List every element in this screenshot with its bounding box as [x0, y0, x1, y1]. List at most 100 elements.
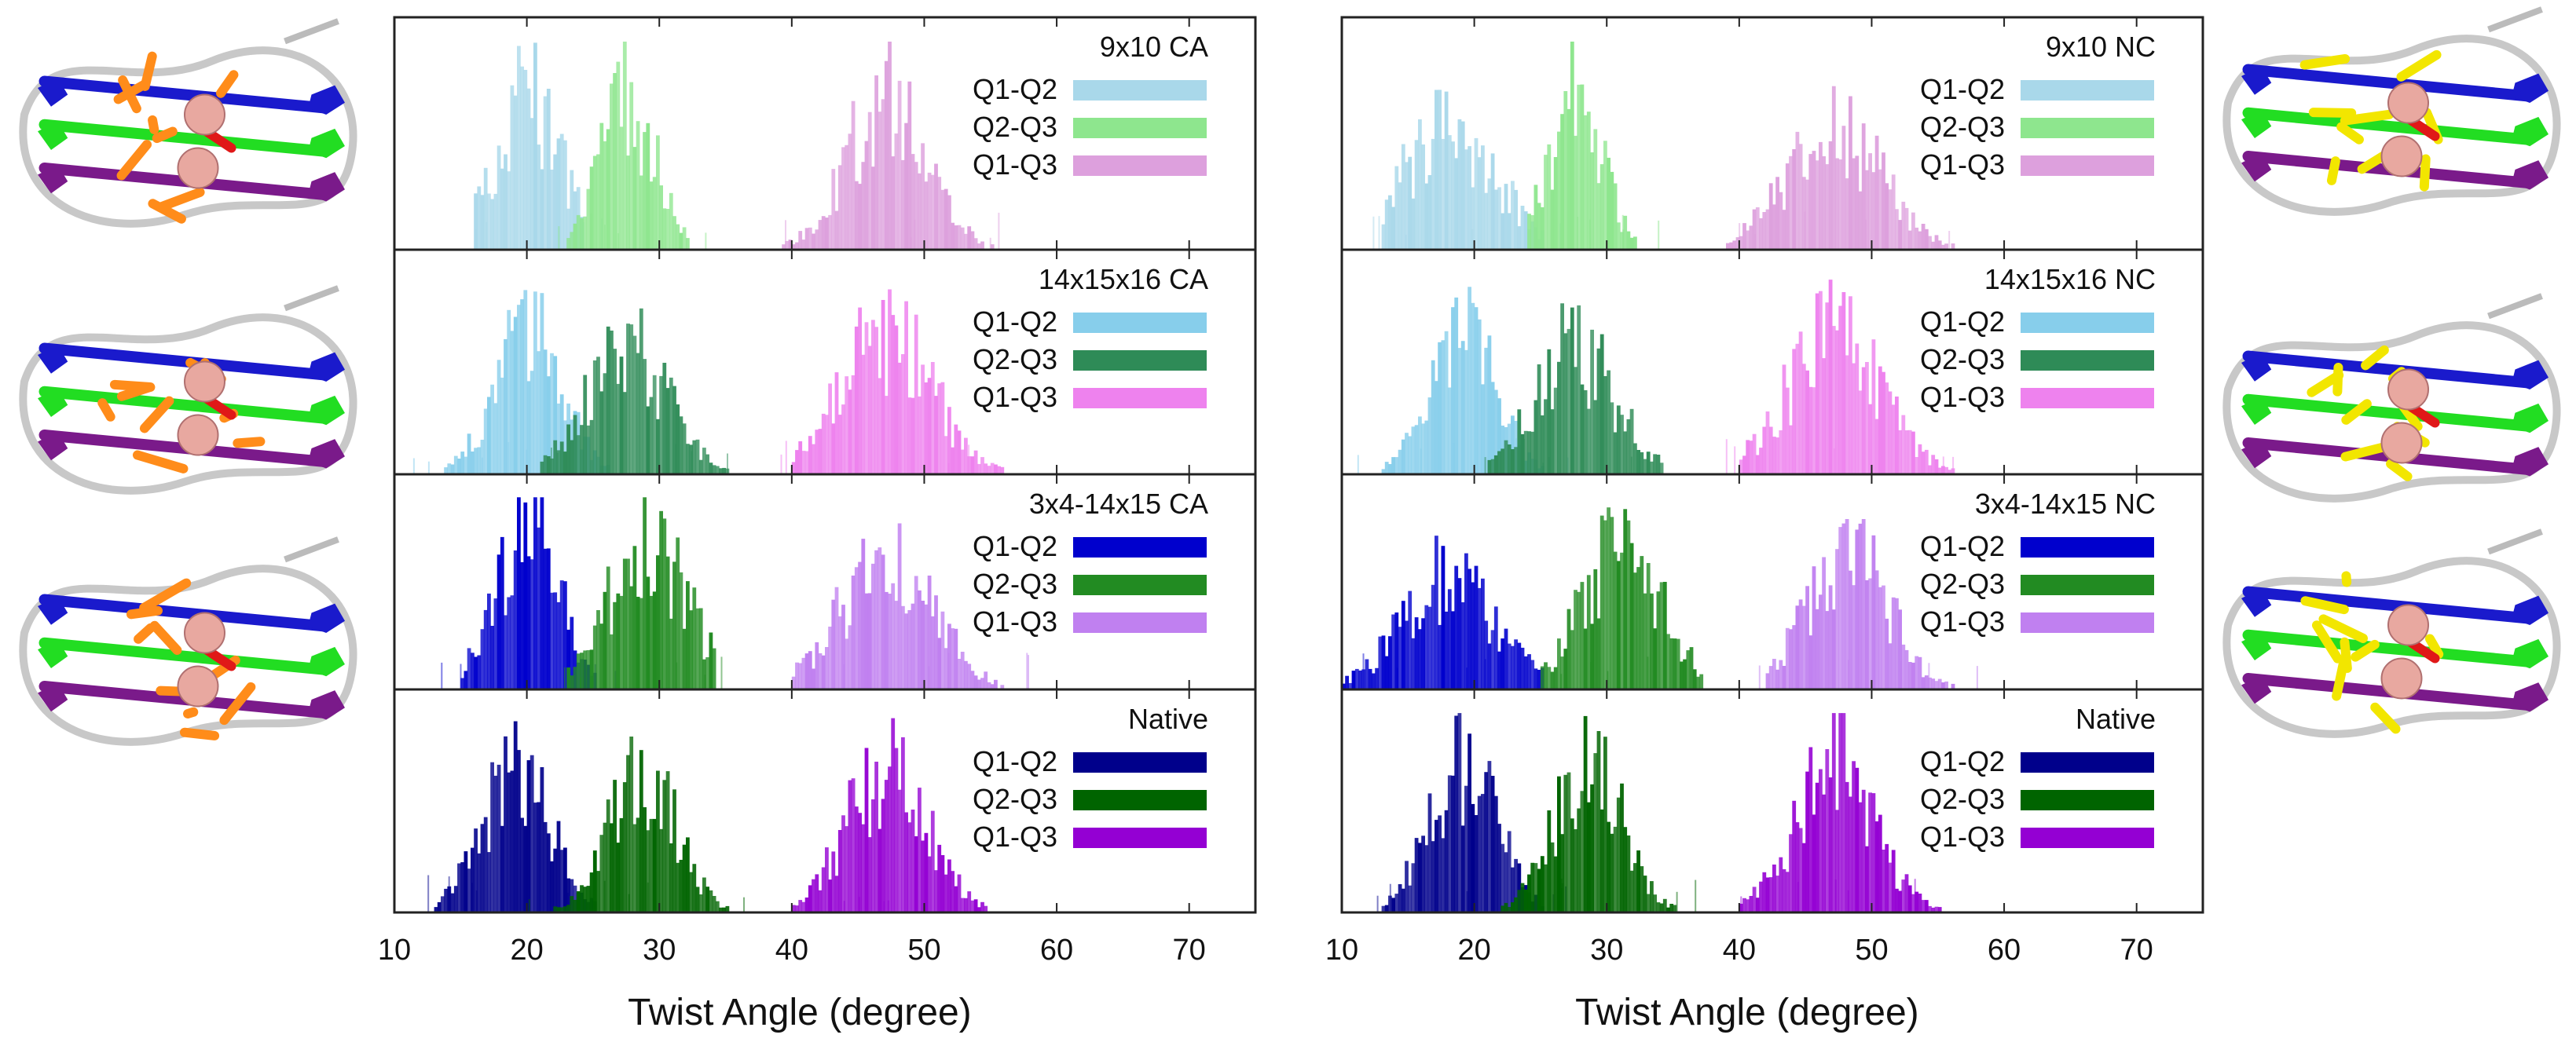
histogram-bar — [559, 394, 564, 474]
histogram-bar — [646, 122, 650, 250]
histogram-bar — [695, 887, 700, 912]
histogram-bar — [1924, 229, 1929, 250]
histogram-bar — [1835, 158, 1839, 250]
histogram-bar — [841, 815, 845, 912]
legend-swatch — [2021, 155, 2154, 176]
histogram-bar — [619, 356, 624, 474]
histogram-bar — [1765, 209, 1770, 250]
histogram-bar — [1580, 84, 1585, 250]
histogram-bar — [1795, 131, 1800, 250]
histogram-bar — [629, 586, 634, 689]
legend-label: Q1-Q2 — [973, 305, 1057, 338]
histogram-bar — [576, 653, 581, 689]
histogram-bar — [1779, 857, 1783, 912]
panel-title: 3x4-14x15 CA — [1029, 488, 1208, 520]
histogram-bar — [821, 867, 826, 912]
histogram-bar — [698, 608, 703, 689]
histogram-bar — [914, 314, 918, 474]
legend-swatch — [2021, 80, 2154, 101]
histogram-bar — [1852, 585, 1856, 689]
histogram-bar — [1493, 455, 1498, 474]
histogram-bar — [851, 576, 856, 689]
panel-title: Native — [2076, 703, 2156, 735]
histogram-bar — [1517, 890, 1522, 912]
molecular-structures — [19, 6, 2561, 746]
histogram-bar — [1457, 578, 1462, 689]
histogram-bar — [1726, 243, 1730, 250]
histogram-bar — [722, 467, 727, 474]
histogram-bar — [1944, 681, 1948, 689]
histogram-outlier — [1466, 667, 1468, 689]
histogram-bar — [1915, 457, 1919, 474]
histogram-bar — [1640, 452, 1644, 474]
histogram-bar — [1805, 771, 1809, 912]
histogram-bar — [821, 413, 826, 474]
histogram-bar — [1501, 843, 1505, 912]
legend-swatch — [1073, 537, 1207, 558]
histogram-bar — [944, 648, 948, 689]
histogram-bar — [643, 132, 647, 250]
x-tick-label: 20 — [1457, 934, 1490, 967]
histogram-bar — [616, 383, 621, 474]
histogram-outlier — [528, 899, 530, 912]
histogram-bar — [1468, 569, 1471, 689]
histogram-bar — [1885, 618, 1889, 689]
histogram-bar — [1782, 364, 1786, 474]
legend-swatch — [1073, 828, 1207, 848]
histogram-bar — [1557, 131, 1561, 250]
histogram-bar — [1944, 466, 1948, 474]
histogram-bar — [1822, 156, 1826, 250]
histogram-bar — [570, 232, 574, 250]
histogram-bar — [1779, 430, 1783, 474]
histogram-bar — [1451, 307, 1455, 474]
histogram-bar — [1855, 767, 1860, 912]
histogram-bar — [1590, 329, 1594, 474]
histogram-bar — [573, 667, 577, 689]
histogram-bar — [474, 448, 478, 474]
histogram-bar — [1342, 683, 1346, 689]
x-tick-label: 10 — [1325, 934, 1358, 967]
histogram-bar — [1828, 777, 1833, 912]
histogram-bar — [523, 502, 528, 689]
histogram-bar — [715, 466, 720, 474]
histogram-bar — [1808, 635, 1813, 689]
histogram-bar — [1768, 426, 1773, 474]
histogram-outlier — [704, 675, 706, 689]
histogram-bar — [686, 581, 690, 689]
histogram-bar — [1593, 129, 1598, 250]
histogram-bar — [1636, 450, 1640, 474]
legend-label: Q2-Q3 — [973, 343, 1057, 375]
histogram-outlier — [843, 901, 845, 912]
legend: 3x4-14x15 NC Q1-Q2 Q2-Q3 Q1-Q3 — [1920, 488, 2156, 638]
histogram-bar — [441, 896, 445, 912]
histogram-bar — [1408, 436, 1413, 474]
histogram-bar — [543, 821, 548, 912]
histogram-bar — [1755, 455, 1760, 474]
legend-swatch — [1073, 80, 1207, 101]
histogram-bar — [1662, 582, 1667, 689]
legend-label: Q1-Q3 — [973, 381, 1057, 413]
histogram-bar — [1841, 523, 1846, 689]
histogram-bar — [1835, 549, 1839, 689]
histogram-bar — [1570, 818, 1574, 912]
histogram-bar — [1928, 465, 1932, 474]
histogram-outlier — [617, 233, 619, 250]
histogram-bar — [901, 737, 905, 912]
histogram-bar — [1490, 459, 1495, 474]
histogram-bar — [901, 605, 905, 689]
histogram-bar — [845, 144, 849, 250]
histogram-bar — [636, 597, 640, 689]
histogram-bar — [1944, 243, 1948, 250]
histogram-bar — [1752, 433, 1757, 474]
histogram-bar — [504, 615, 508, 689]
histogram-bar — [1941, 244, 1945, 250]
histogram-bar — [1610, 402, 1614, 474]
histogram-bar — [553, 848, 558, 912]
histogram-bar — [1468, 287, 1471, 474]
panel-frame — [1340, 688, 2204, 914]
histogram-bar — [954, 424, 958, 474]
histogram-bar — [1464, 149, 1468, 250]
histogram-bar — [818, 653, 823, 689]
histogram-bar — [1812, 151, 1816, 250]
histogram-bar — [672, 216, 676, 250]
